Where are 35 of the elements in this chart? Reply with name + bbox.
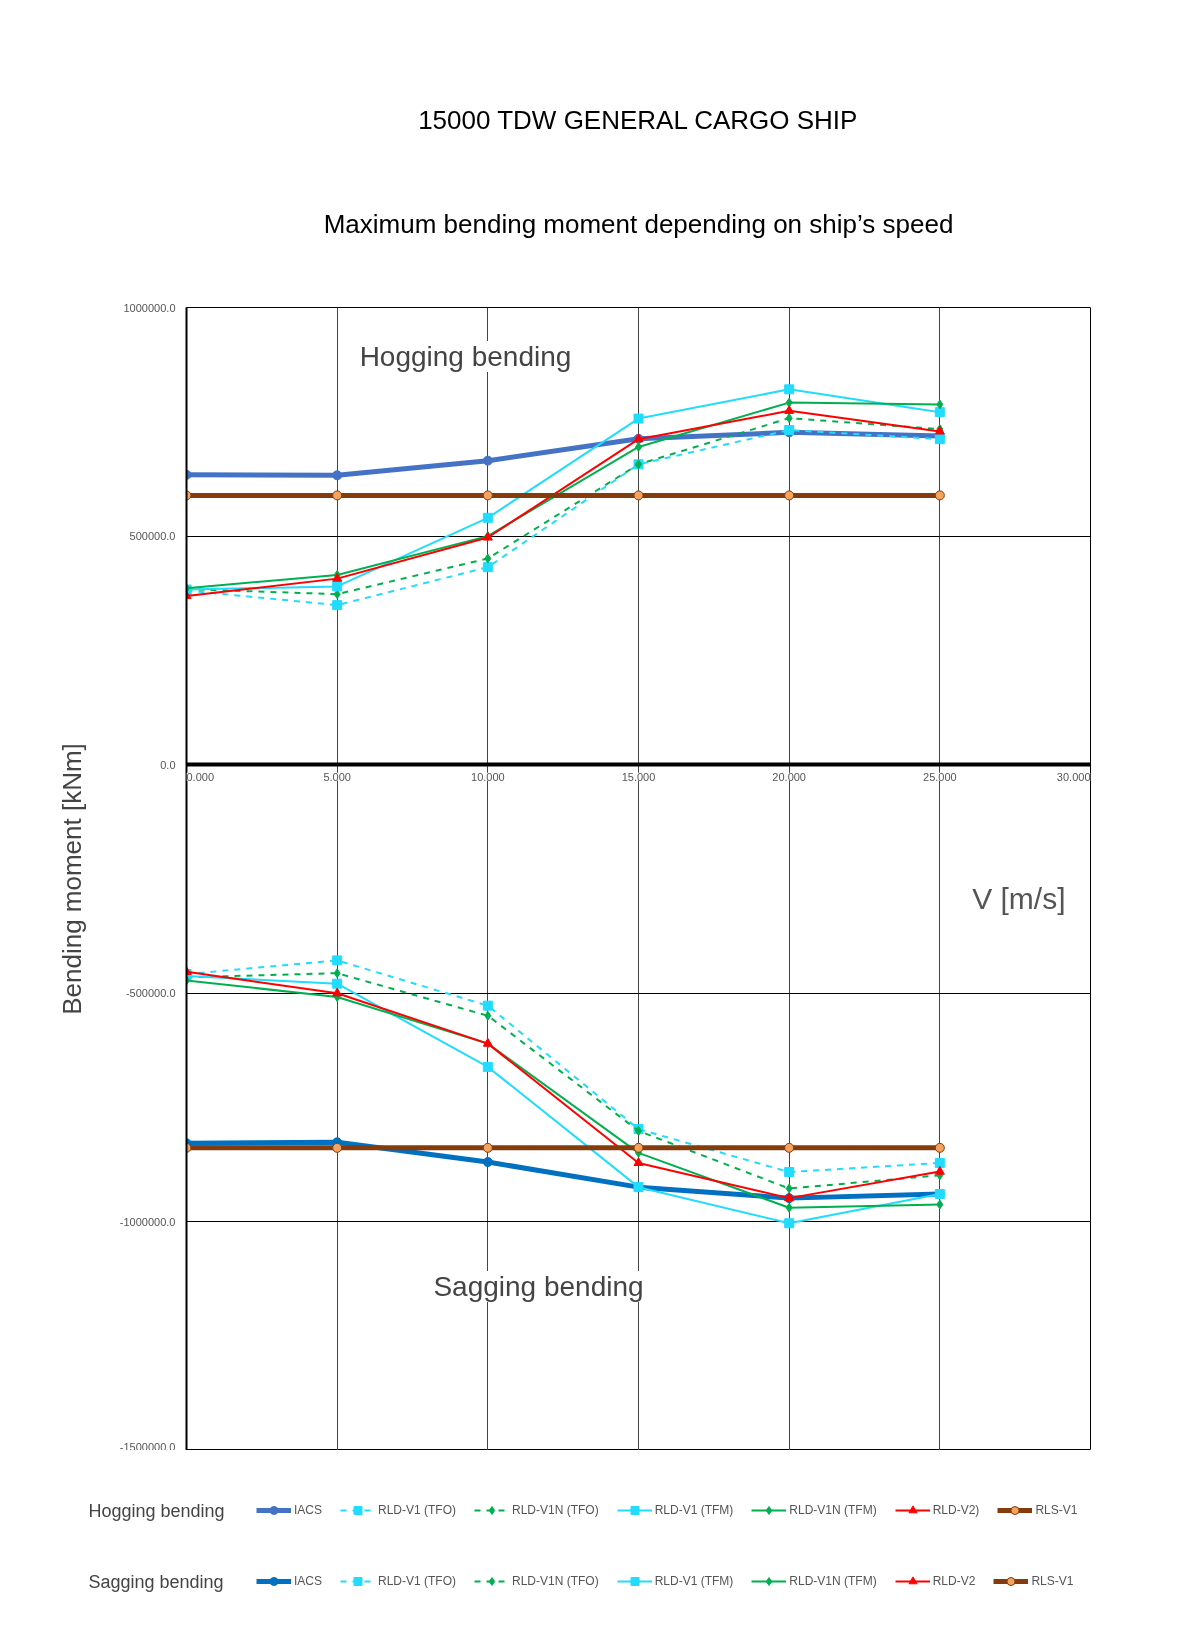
x-tick-label: 20.000 (772, 770, 806, 783)
legend-label: RLD-V1 (TFO) (378, 1574, 457, 1588)
legend-label: RLD-V1 (TFM) (654, 1574, 734, 1588)
text: Sagging bending (88, 1571, 224, 1592)
x-tick-label: 25.000 (923, 770, 957, 783)
x-axis-title: V [m/s] (972, 881, 1066, 915)
legend-label: RLD-V1 (TFM) (654, 1503, 734, 1517)
legend-label: RLS-V1 (1031, 1574, 1074, 1588)
y-tick-label: -500000.0 (125, 987, 176, 1000)
legend-label: RLD-V1 (TFO) (378, 1503, 457, 1517)
x-tick-label: 30.000 (1056, 770, 1091, 783)
legend-label: RLD-V1N (TFM) (789, 1574, 877, 1588)
annotation: Sagging bending (433, 1271, 644, 1302)
text: Hogging bending (88, 1500, 225, 1521)
y-axis-title: Bending moment [kNm] (56, 743, 87, 1015)
y-tick-label: 1000000.0 (123, 301, 176, 314)
legend-label: RLD-V2 (932, 1574, 976, 1588)
y-tick-label: -1500000.0 (119, 1440, 176, 1453)
legend-label: IACS (294, 1574, 323, 1588)
legend-label: RLD-V1N (TFO) (512, 1503, 599, 1517)
legend-label: RLS-V1 (1035, 1503, 1078, 1517)
annotation: Hogging bending (359, 341, 572, 372)
x-tick-label: 10.000 (471, 770, 505, 783)
chart-title: 15000 TDW GENERAL CARGO SHIP (418, 104, 858, 135)
x-tick-label: 15.000 (621, 770, 656, 783)
y-tick-label: 0.0 (160, 758, 176, 771)
y-tick-label: 500000.0 (129, 530, 176, 543)
x-tick-label: 5.000 (323, 770, 351, 783)
chart-subtitle: Maximum bending moment depending on ship’s speed (323, 208, 954, 239)
legend-label: RLD-V2) (932, 1503, 980, 1517)
x-tick-label: 0.000 (186, 770, 215, 783)
legend-label: RLD-V1N (TFO) (512, 1574, 599, 1588)
y-tick-label: -1000000.0 (119, 1215, 176, 1228)
legend-label: IACS (294, 1503, 323, 1517)
legend-label: RLD-V1N (TFM) (789, 1503, 877, 1517)
